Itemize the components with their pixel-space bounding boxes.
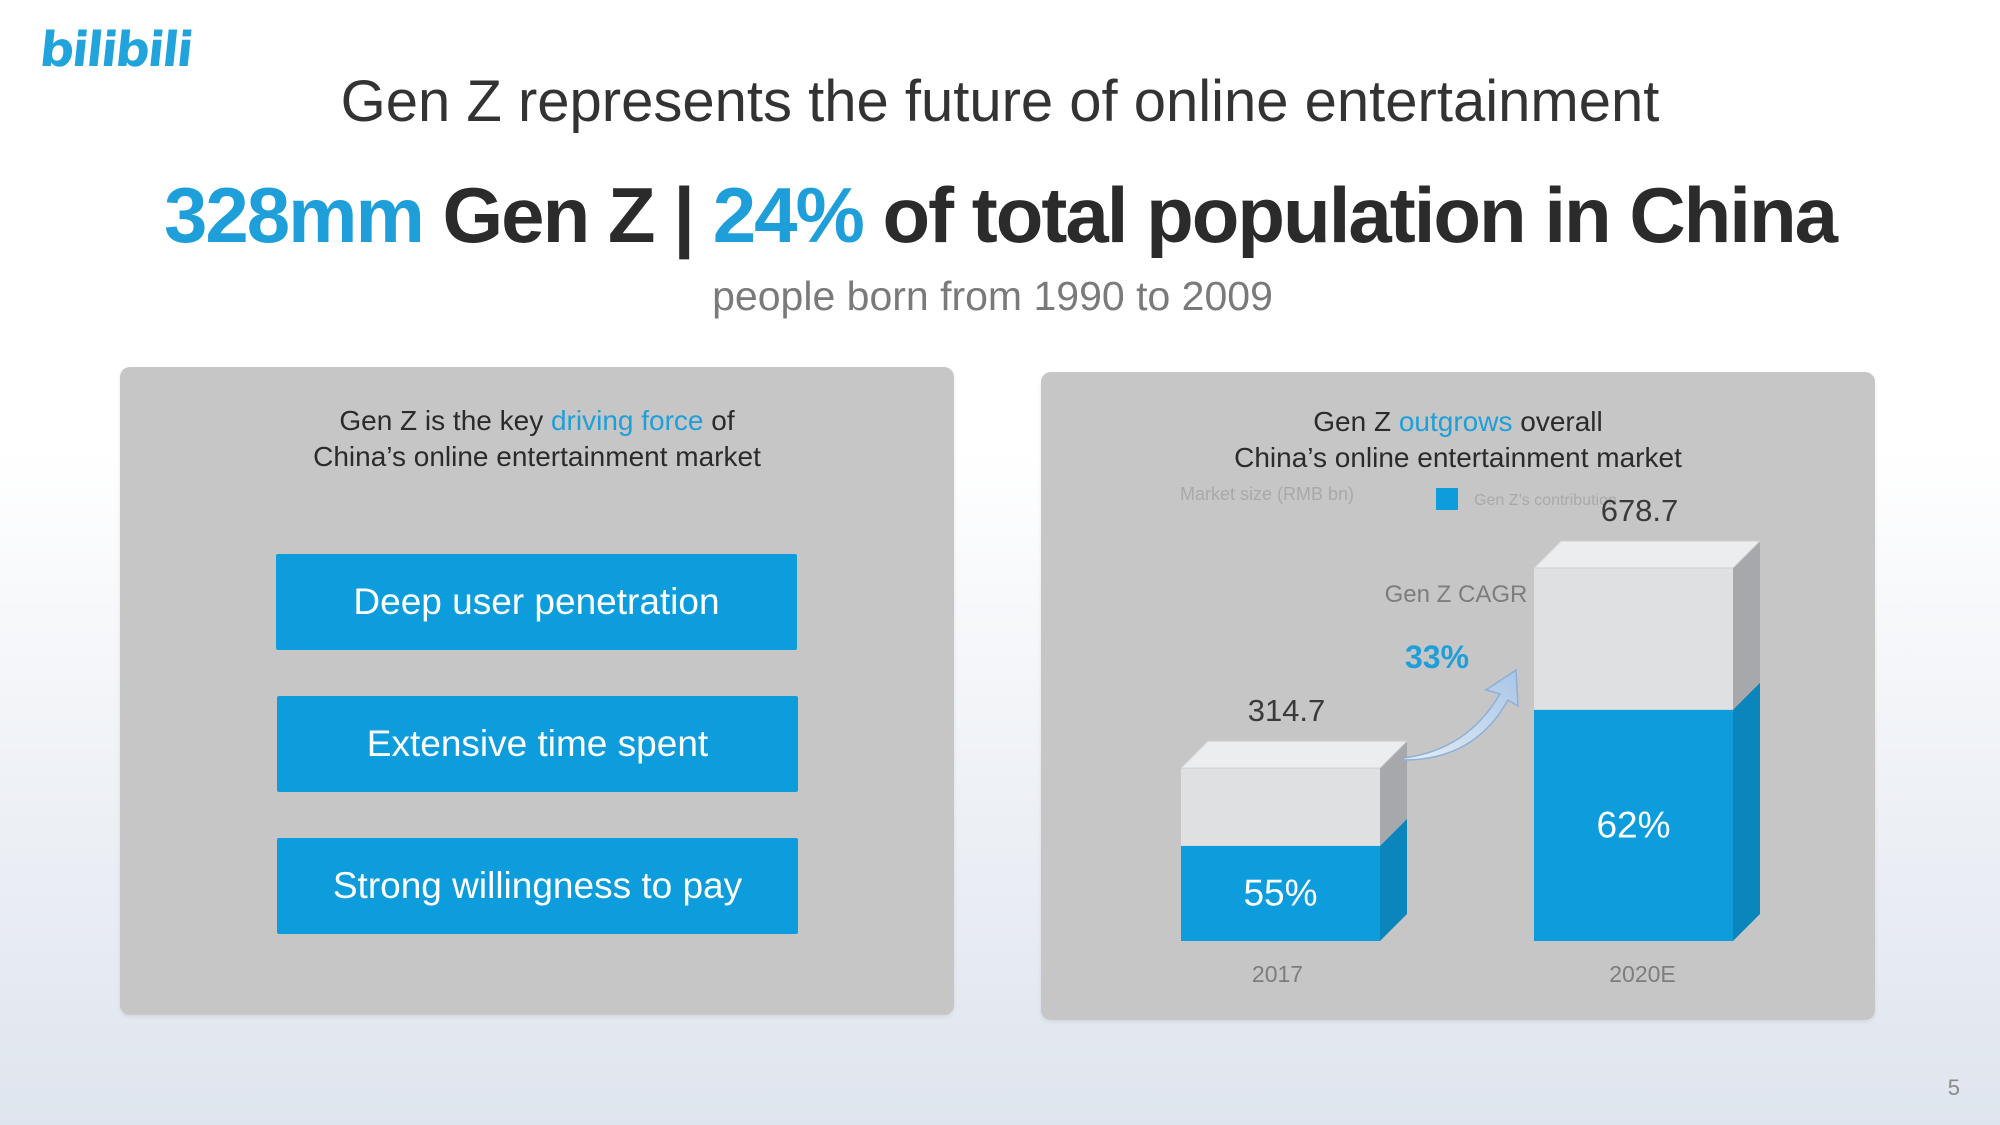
left-heading-pre: Gen Z is the key	[339, 405, 551, 436]
headline-genz-count: 328mm	[163, 171, 425, 259]
right-panel-heading: Gen Z outgrows overall China’s online en…	[1041, 404, 1875, 476]
left-panel: Gen Z is the key driving force of China’…	[120, 367, 954, 1015]
right-heading-line2: China’s online entertainment market	[1234, 442, 1682, 473]
right-heading-pre: Gen Z	[1313, 406, 1399, 437]
headline-genz-label: Gen Z |	[422, 171, 713, 259]
pill-strong-willingness-to-pay: Strong willingness to pay	[277, 838, 798, 934]
page-title: Gen Z represents the future of online en…	[340, 69, 1660, 134]
page-number: 5	[1947, 1075, 1960, 1100]
left-panel-heading: Gen Z is the key driving force of China’…	[120, 403, 954, 475]
left-heading-highlight: driving force	[550, 405, 704, 436]
right-heading-post: overall	[1512, 406, 1603, 437]
left-heading-line2: China’s online entertainment market	[313, 441, 761, 472]
pill-extensive-time-spent: Extensive time spent	[277, 696, 798, 792]
subtitle: people born from 1990 to 2009	[712, 273, 1273, 319]
headline-population-label: of total population in China	[862, 171, 1838, 259]
pill-deep-user-penetration: Deep user penetration	[276, 554, 797, 650]
headline: 328mm Gen Z | 24% of total population in…	[0, 170, 2000, 261]
right-heading-highlight: outgrows	[1398, 406, 1513, 437]
headline-population-share: 24%	[712, 171, 865, 259]
left-heading-post: of	[703, 405, 735, 436]
right-panel: Gen Z outgrows overall China’s online en…	[1041, 372, 1875, 1020]
